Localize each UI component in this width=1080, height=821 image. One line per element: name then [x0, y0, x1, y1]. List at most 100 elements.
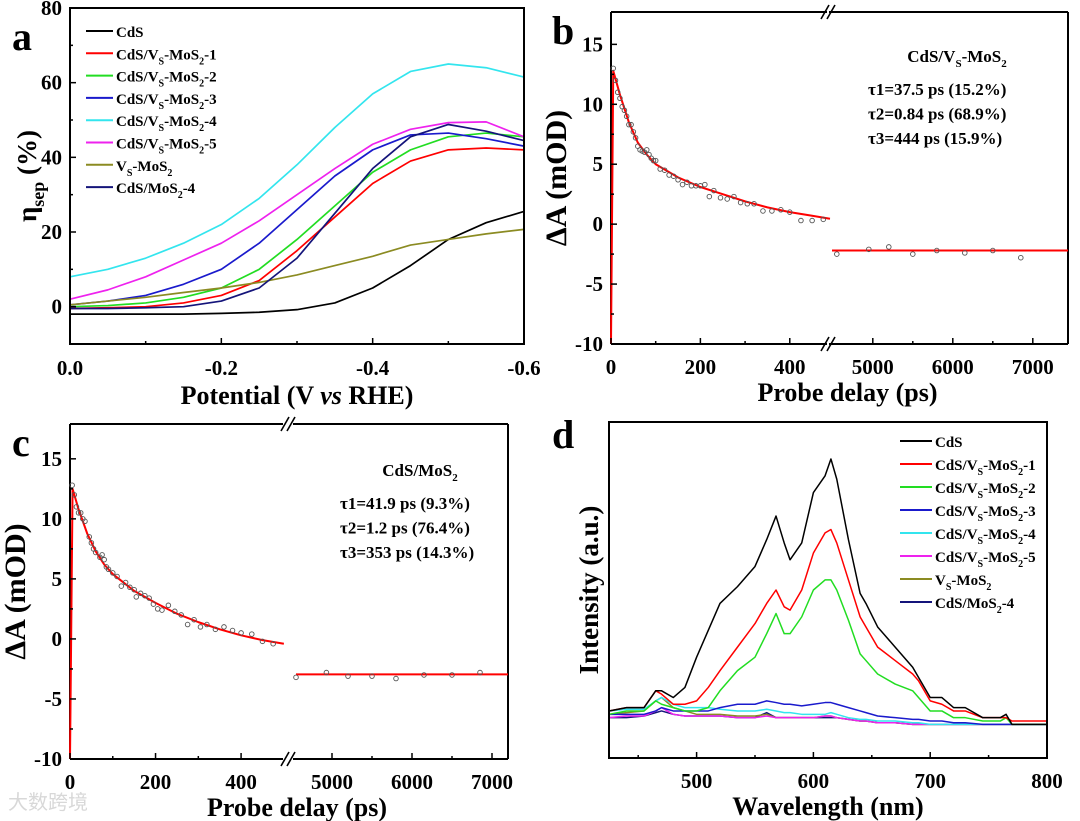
data-point [238, 630, 244, 636]
annotation-title: CdS/MoS2​ [382, 461, 458, 484]
x-axis-label: Wavelength (nm) [732, 792, 923, 821]
x-tick-label: 800 [1031, 769, 1063, 793]
panel-label-a: a [12, 14, 32, 59]
y-tick-label: 15 [582, 32, 603, 56]
y-axis-label: ηsep​ (%) [12, 130, 48, 222]
x-tick-label: 7000 [471, 770, 513, 794]
data-point [86, 534, 92, 540]
y-axis-label: ΔA (mOD) [0, 523, 32, 659]
data-point [684, 179, 690, 185]
series-line-4 [608, 696, 1047, 726]
data-point [617, 95, 623, 102]
data-point [866, 246, 872, 253]
data-point [731, 193, 737, 200]
lifetime-annotation: τ2=1.2 ps (76.4%) [340, 519, 470, 538]
data-point [760, 208, 766, 214]
data-point [82, 518, 88, 525]
legend-label: CdS [116, 25, 144, 41]
data-point [118, 583, 125, 589]
data-point [323, 669, 330, 676]
series-line-1 [608, 528, 1047, 722]
data-point [702, 181, 708, 188]
data-point [159, 607, 165, 613]
data-point [717, 195, 724, 201]
data-point [393, 675, 399, 682]
x-tick-label: 5000 [852, 355, 894, 379]
data-point [623, 113, 630, 120]
y-tick-label: 5 [52, 567, 63, 591]
x-axis-label: Potential (V vs RHE) [181, 381, 414, 410]
y-tick-label: 5 [593, 152, 604, 176]
data-point [798, 217, 804, 224]
fit-curve-left [610, 69, 831, 345]
data-point [630, 129, 637, 135]
legend-label: CdS/VS​-MoS2​-2 [116, 70, 217, 90]
data-point [293, 674, 299, 681]
lifetime-annotation: τ1=41.9 ps (9.3%) [340, 494, 470, 513]
data-point [834, 251, 840, 257]
data-point [614, 89, 621, 96]
data-point [787, 209, 793, 215]
data-point [644, 147, 650, 153]
series-line-1 [69, 147, 525, 310]
data-point [184, 621, 191, 628]
data-point [191, 616, 197, 623]
x-tick-label: -0.4 [356, 356, 390, 380]
panel-label-b: b [552, 8, 574, 53]
data-point [751, 201, 757, 207]
data-point [661, 167, 668, 173]
y-tick-label: 0 [593, 212, 604, 236]
data-point [666, 172, 672, 178]
fit-curve-left [69, 487, 285, 760]
x-tick-label: -0.6 [507, 356, 540, 380]
data-point [962, 250, 968, 256]
data-point [820, 216, 827, 223]
data-point [477, 669, 483, 676]
data-point [131, 586, 137, 593]
axis-break-mark [280, 751, 290, 767]
lifetime-annotation: τ3=444 ps (15.9%) [868, 129, 1002, 148]
series-line-2 [608, 579, 1047, 726]
annotation-title: CdS/VS​-MoS2​ [907, 47, 1007, 70]
data-point [711, 187, 717, 194]
axis-break-mark [826, 336, 836, 352]
data-point [212, 626, 219, 633]
series-line-7 [70, 123, 525, 310]
y-tick-label: -10 [575, 332, 603, 356]
axis-break-mark [286, 751, 296, 767]
data-point [150, 601, 157, 607]
legend-label: CdS/VS​-MoS2​-2 [935, 481, 1036, 501]
axis-break-mark [826, 4, 836, 20]
data-point [612, 77, 619, 84]
series-line-5 [69, 121, 525, 301]
data-point [270, 640, 276, 647]
data-point [114, 573, 120, 580]
data-point [259, 638, 266, 645]
series-line-3 [69, 132, 525, 306]
data-point [626, 121, 632, 128]
axis-break-mark [820, 336, 830, 352]
data-point [127, 584, 133, 591]
data-point [133, 594, 140, 600]
x-tick-label: 400 [225, 770, 257, 794]
data-point [110, 570, 116, 576]
data-point [769, 208, 775, 214]
series-line-2 [69, 132, 525, 308]
data-point [101, 556, 107, 563]
data-point [249, 631, 255, 637]
data-point [886, 244, 892, 250]
legend-label: CdS [935, 435, 963, 451]
series-line-4 [69, 63, 525, 278]
x-tick-label: 0.0 [57, 356, 83, 380]
data-point [744, 201, 751, 207]
watermark-logo: 大数跨境 [8, 790, 88, 814]
data-point [71, 492, 78, 498]
lifetime-annotation: τ2=0.84 ps (68.9%) [868, 105, 1006, 124]
plot-frame-d [608, 421, 1048, 759]
x-tick-label: 700 [914, 769, 946, 793]
y-tick-label: -5 [586, 272, 604, 296]
data-point [910, 251, 916, 257]
x-tick-label: 200 [140, 770, 172, 794]
